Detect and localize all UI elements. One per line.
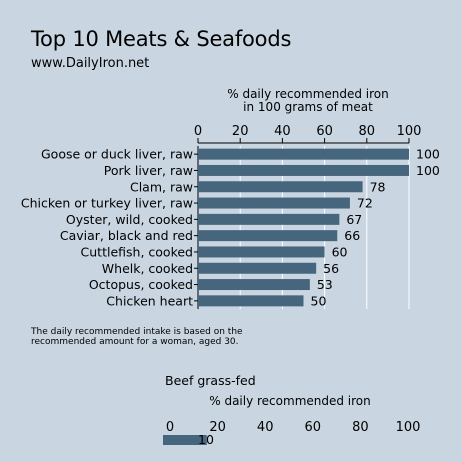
x-tick-label: 60	[316, 124, 333, 139]
category-label: Clam, raw	[130, 179, 193, 194]
data-label: 56	[323, 261, 339, 276]
secondary-x-tick-label: 0	[166, 420, 174, 435]
category-label: Chicken heart	[106, 293, 193, 308]
x-tick-label: 20	[232, 124, 249, 139]
data-label: 66	[344, 228, 360, 243]
data-label: 78	[370, 179, 386, 194]
category-label: Whelk, cooked	[102, 261, 193, 276]
data-label: 67	[346, 212, 362, 227]
bar	[198, 181, 363, 193]
x-tick-label: 80	[359, 124, 376, 139]
chart-subtitle: www.DailyIron.net	[31, 56, 150, 71]
secondary-data-label: 10	[198, 432, 214, 447]
secondary-x-axis-title: % daily recommended iron	[209, 394, 371, 408]
bar	[198, 279, 310, 291]
bar	[198, 262, 317, 274]
category-label: Cuttlefish, cooked	[81, 244, 193, 259]
bar	[198, 164, 409, 176]
category-label: Pork liver, raw	[104, 163, 193, 178]
secondary-x-tick-label: 80	[352, 420, 369, 435]
data-label: 53	[317, 277, 333, 292]
secondary-bar	[163, 435, 207, 445]
bar	[198, 213, 340, 225]
x-axis-title-text: % daily recommended iron in 100 grams of…	[227, 87, 389, 114]
data-label: 50	[311, 293, 327, 308]
x-tick-label: 0	[194, 124, 202, 139]
x-axis-title: % daily recommended iron in 100 grams of…	[195, 88, 421, 114]
bar	[198, 148, 409, 160]
data-label: 100	[416, 163, 440, 178]
footnote: The daily recommended intake is based on…	[31, 327, 243, 347]
data-label: 72	[357, 196, 373, 211]
secondary-x-tick-label: 20	[209, 420, 226, 435]
data-label: 60	[332, 244, 348, 259]
category-label: Octopus, cooked	[89, 277, 193, 292]
category-label: Caviar, black and red	[60, 228, 193, 243]
secondary-x-tick-label: 60	[305, 420, 322, 435]
x-tick-label: 40	[274, 124, 291, 139]
x-tick-label: 100	[397, 124, 422, 139]
bar	[198, 197, 350, 209]
bar	[198, 295, 304, 307]
bar	[198, 230, 338, 242]
category-label: Goose or duck liver, raw	[41, 147, 193, 162]
bar	[198, 246, 325, 258]
secondary-chart-title: Beef grass-fed	[165, 373, 256, 388]
category-label: Oyster, wild, cooked	[66, 212, 193, 227]
chart-title: Top 10 Meats & Seafoods	[31, 27, 292, 51]
category-label: Chicken or turkey liver, raw	[21, 196, 193, 211]
data-label: 100	[416, 147, 440, 162]
secondary-x-tick-label: 100	[396, 420, 421, 435]
secondary-x-tick-label: 40	[257, 420, 274, 435]
